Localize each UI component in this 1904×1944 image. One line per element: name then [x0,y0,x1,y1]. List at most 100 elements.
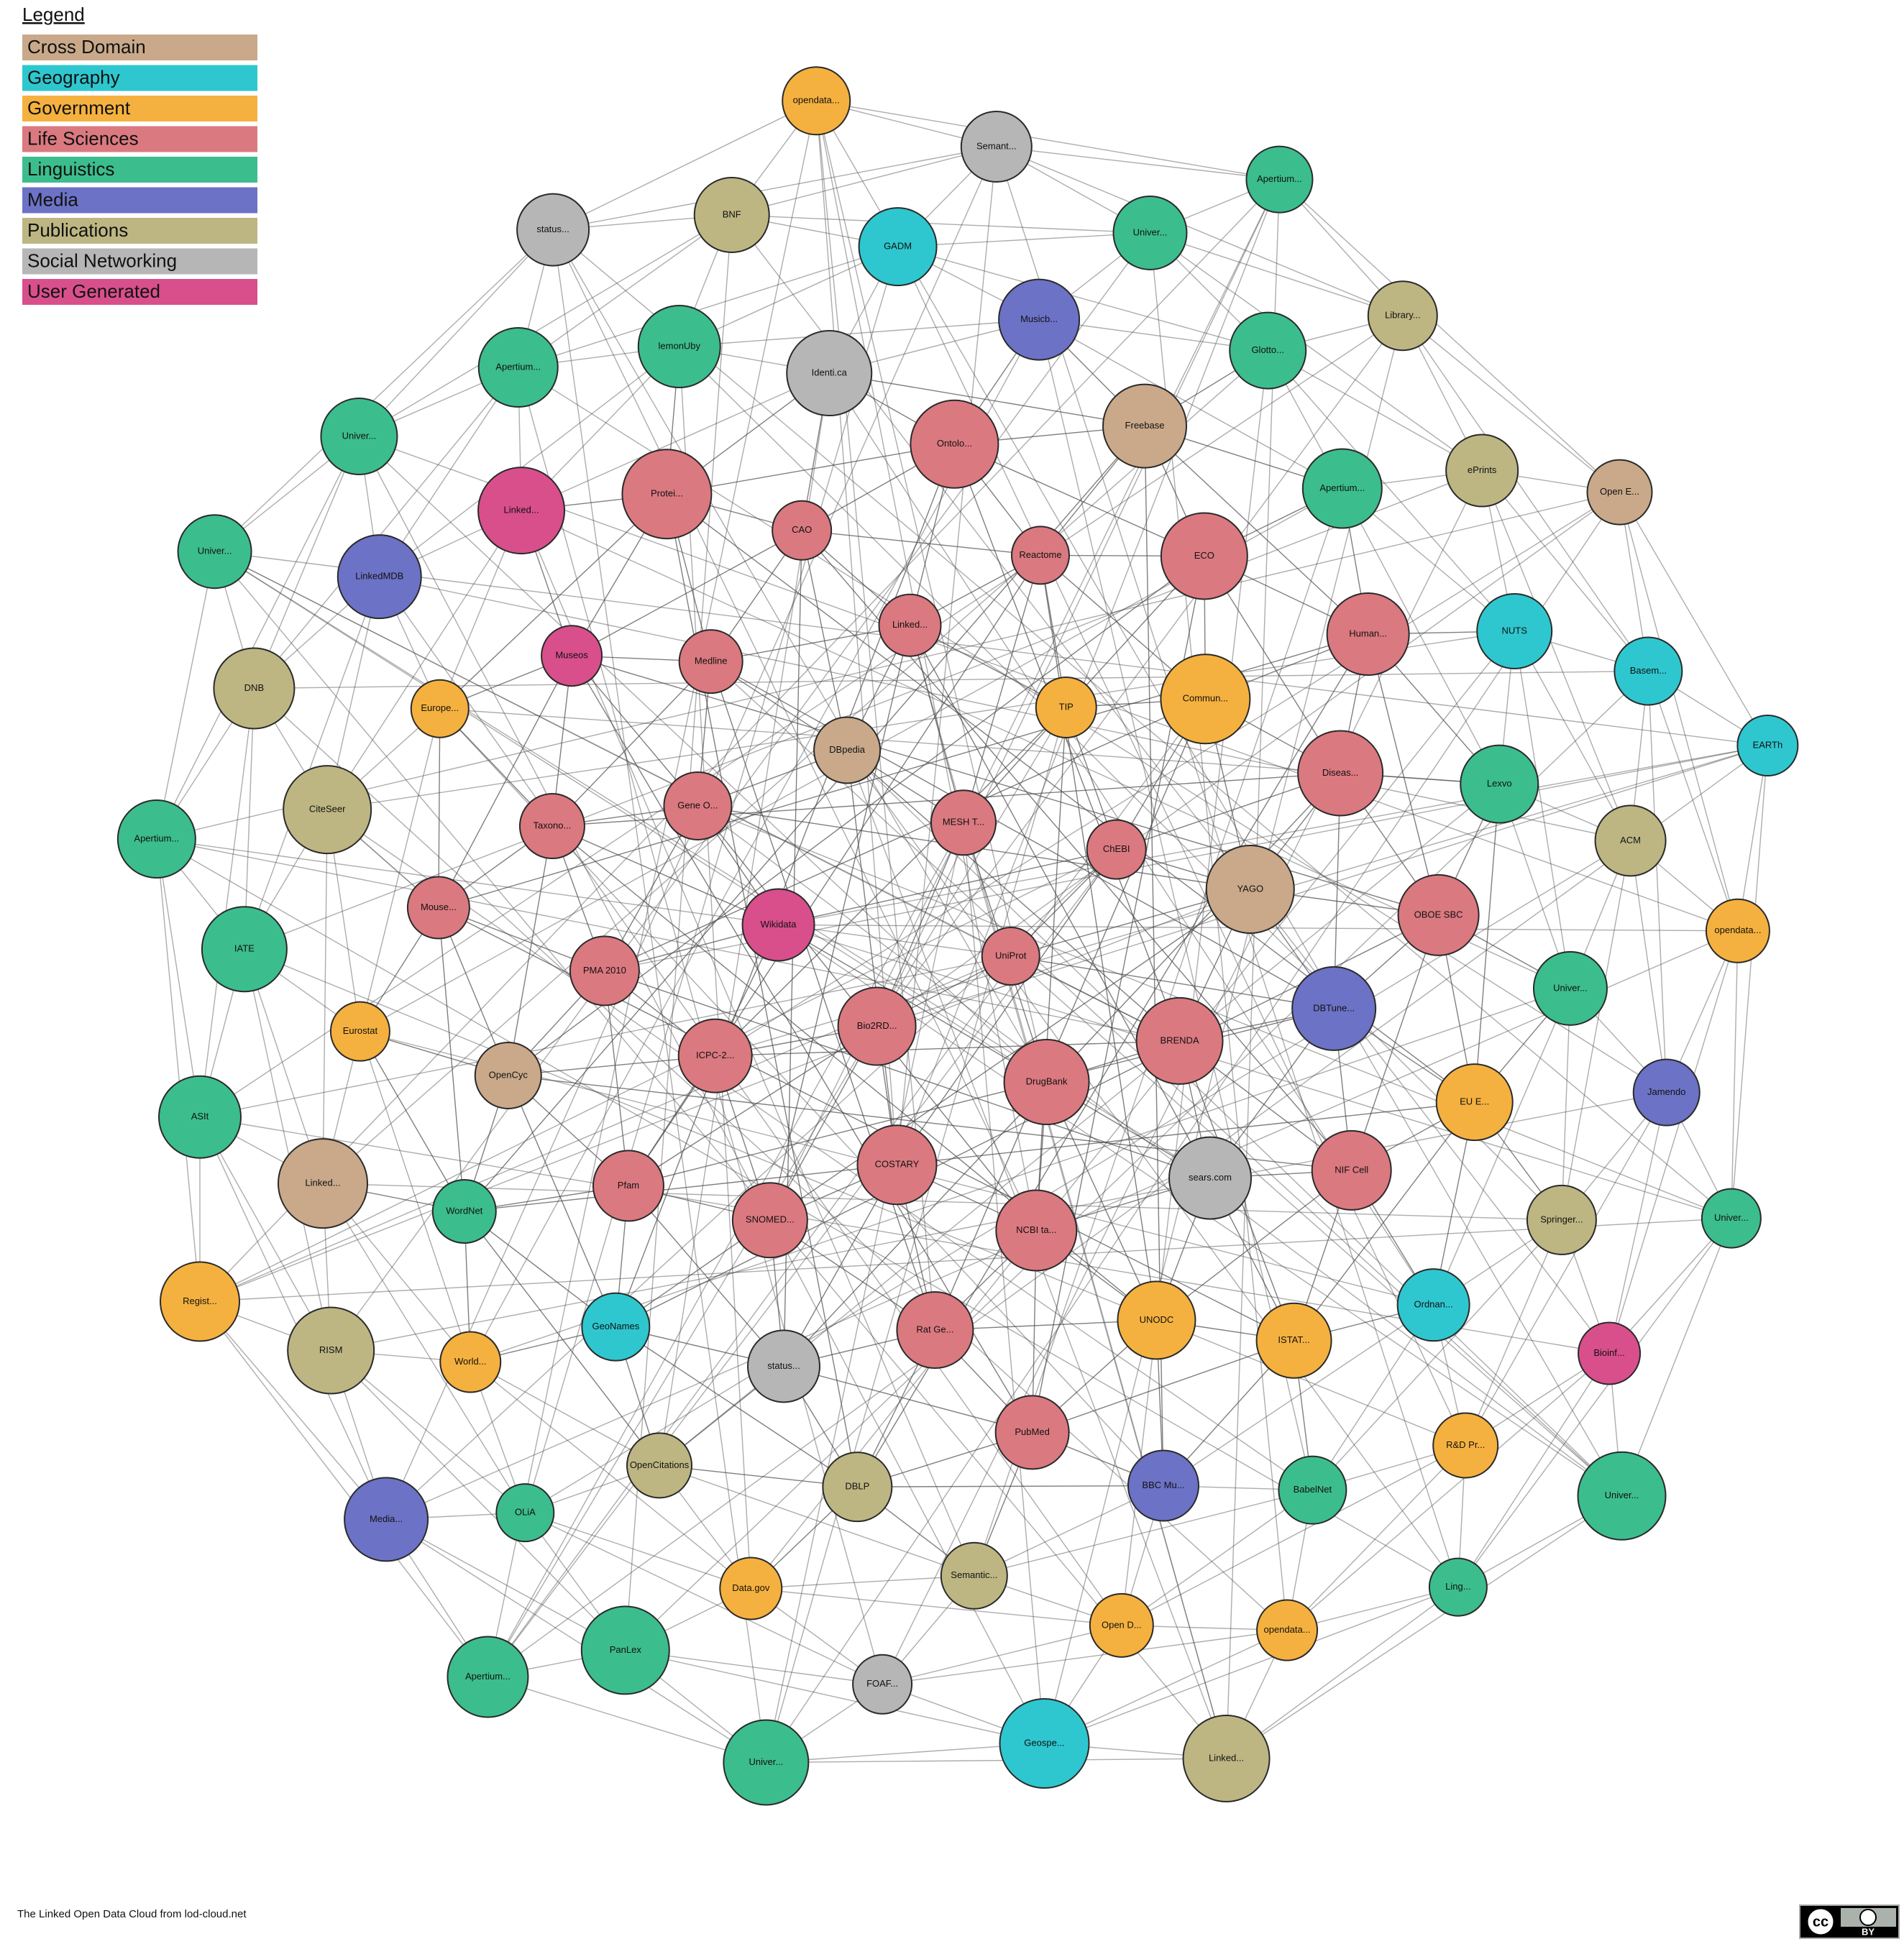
dataset-node: sears.com [1169,1137,1251,1219]
node-label: GADM [884,241,912,252]
node-label: NUTS [1502,625,1528,636]
dataset-node: GADM [859,208,937,285]
dataset-node: BBC Mu... [1128,1451,1199,1521]
node-label: Apertium... [495,361,541,372]
dataset-node: NUTS [1477,594,1552,669]
node-label: DrugBank [1026,1076,1068,1086]
dataset-node: Data.gov [720,1557,782,1619]
node-label: Apertium... [1257,173,1302,184]
node-label: GeoNames [592,1321,639,1331]
legend-label: Life Sciences [27,127,139,149]
dataset-node: WordNet [433,1180,496,1243]
node-label: Springer... [1540,1214,1583,1224]
dataset-node: EU E... [1437,1064,1513,1140]
edge [1609,931,1738,1354]
node-label: Musicb... [1020,313,1058,324]
dataset-node: Human... [1327,593,1409,675]
node-label: World... [454,1356,487,1367]
node-label: ChEBI [1103,843,1130,854]
dataset-node: LinkedMDB [338,535,421,618]
dataset-node: Wikidata [743,889,815,960]
dataset-node: NCBI ta... [996,1190,1076,1270]
by-icon [1860,1909,1876,1925]
dataset-node: Univer... [178,515,252,588]
dataset-node: Univer... [1534,952,1607,1025]
node-label: EARTh [1753,739,1783,750]
legend-label: Linguistics [27,158,114,180]
edge [525,1513,882,1684]
node-label: Univer... [342,430,377,441]
dataset-node: Library... [1368,281,1437,350]
dataset-node: DrugBank [1004,1040,1089,1124]
dataset-node: TIP [1036,677,1097,738]
dataset-node: Ordnan... [1398,1269,1470,1341]
node-label: Univer... [749,1756,784,1767]
edge [323,810,327,1183]
dataset-node: Europe... [411,680,469,738]
node-label: opendata... [793,95,840,106]
node-label: Apertium... [1319,482,1365,493]
dataset-node: COSTARY [858,1125,937,1204]
node-label: opendata... [1264,1624,1311,1635]
node-label: PanLex [610,1644,642,1655]
dataset-node: DBpedia [814,717,880,783]
node-label: Ling... [1445,1581,1470,1592]
node-label: OBOE SBC [1414,909,1463,920]
node-label: Data.gov [732,1582,770,1593]
dataset-node: Apertium... [1246,147,1312,213]
edge [997,147,1280,180]
edge [732,147,997,215]
dataset-node: ECO [1161,513,1248,599]
dataset-node: DBTune... [1292,967,1376,1050]
edge [553,101,816,229]
node-label: lemonUby [659,340,701,351]
node-label: Identi.ca [812,367,848,377]
license-badge: cc BY [1800,1905,1899,1938]
caption: The Linked Open Data Cloud from lod-clou… [17,1908,247,1920]
dataset-node: ChEBI [1087,820,1146,879]
by-text: BY [1862,1926,1875,1937]
edge [732,215,1150,233]
node-label: Bio2RD... [857,1020,897,1031]
dataset-node: SNOMED... [733,1183,807,1257]
node-label: Geospe... [1024,1737,1064,1748]
dataset-node: Freebase [1103,385,1186,468]
dataset-node: Univer... [723,1720,808,1805]
dataset-node: Gene O... [664,772,731,840]
node-label: Univer... [198,546,232,556]
node-label: ASIt [191,1111,209,1122]
node-label: Freebase [1125,420,1165,431]
dataset-node: Univer... [321,398,397,474]
edge [1648,671,1738,931]
dataset-node: R&D Pr... [1433,1413,1498,1478]
node-label: Jamendo [1647,1086,1685,1097]
node-label: COSTARY [875,1159,920,1170]
dataset-node: Ling... [1429,1559,1487,1616]
node-label: DNB [244,682,264,693]
edge [1279,180,1619,492]
dataset-node: UNODC [1117,1281,1195,1359]
dataset-node: Semantic... [941,1543,1007,1609]
node-label: LinkedMDB [355,571,403,582]
edge [626,215,732,1650]
node-label: UNODC [1140,1314,1174,1325]
node-label: ISTAT... [1278,1334,1309,1345]
node-label: BBC Mu... [1142,1480,1184,1490]
node-label: BRENDA [1160,1035,1199,1045]
node-label: OLiA [515,1507,536,1518]
node-label: ePrints [1468,464,1497,475]
dataset-node: BNF [695,178,769,252]
cc-text: cc [1813,1914,1829,1930]
dataset-node: Rat Ge... [897,1292,973,1368]
node-label: TIP [1059,701,1074,712]
edge [157,551,215,839]
node-label: Linked... [305,1178,340,1188]
dataset-node: GeoNames [582,1293,649,1361]
node-label: BabelNet [1294,1484,1332,1495]
node-label: Linked... [892,619,928,630]
node-label: DBLP [845,1481,869,1492]
edge [439,907,464,1211]
dataset-node: lemonUby [639,306,720,388]
